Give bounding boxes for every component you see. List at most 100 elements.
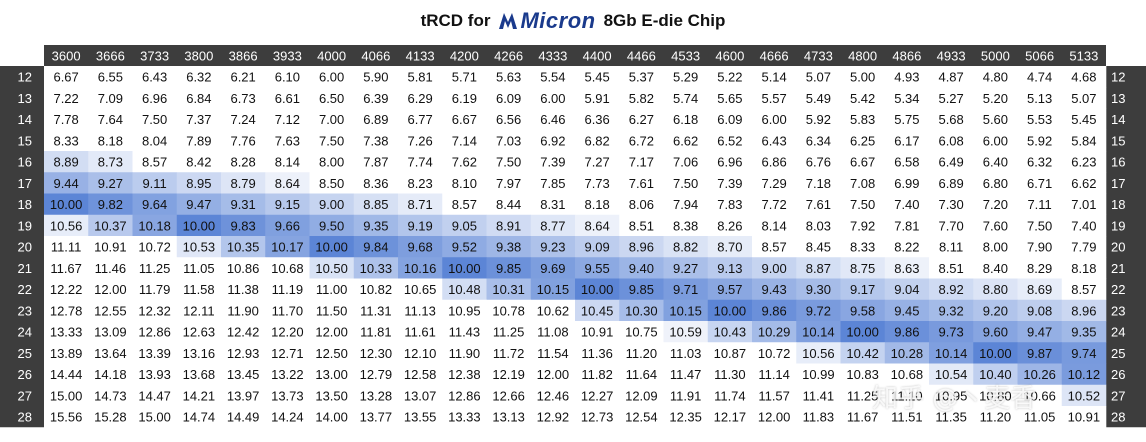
y-tick-label-right: 13 [1111, 91, 1125, 106]
cell-value-label: 10.91 [581, 325, 614, 340]
cell-value-label: 4.68 [1071, 70, 1096, 85]
y-tick-label: 16 [18, 155, 32, 170]
heatmap-cell [752, 257, 797, 279]
heatmap-cell [575, 299, 620, 322]
heatmap-cell [663, 193, 709, 216]
cell-value-label: 6.96 [717, 155, 742, 170]
heatmap-cell [442, 214, 487, 237]
heatmap-cell [884, 236, 930, 258]
y-tick-label-right: 20 [1111, 240, 1125, 255]
cell-value-label: 7.87 [363, 155, 388, 170]
heatmap-cell [707, 342, 753, 364]
cell-value-label: 10.91 [94, 240, 127, 255]
heatmap-cell [486, 214, 532, 237]
heatmap-cell [973, 236, 1018, 258]
x-tick-label: 4333 [538, 49, 567, 64]
cell-value-label: 7.03 [496, 133, 521, 148]
heatmap-cell [619, 66, 664, 88]
x-tick-label: 3933 [273, 49, 302, 64]
heatmap-cell [796, 363, 841, 386]
cell-value-label: 6.99 [894, 176, 919, 191]
cell-value-label: 12.55 [94, 303, 127, 318]
heatmap-cell [752, 129, 797, 152]
cell-value-label: 8.44 [496, 197, 521, 212]
cell-value-label: 9.32 [938, 303, 963, 318]
heatmap-cell [88, 257, 133, 279]
y-tick-label: 23 [18, 303, 32, 318]
cell-value-label: 10.14 [802, 325, 835, 340]
cell-value-label: 8.42 [186, 155, 211, 170]
heatmap-cell [884, 66, 930, 88]
cell-value-label: 10.37 [94, 218, 127, 233]
cell-value-label: 8.64 [584, 218, 609, 233]
heatmap-cell [619, 129, 664, 152]
heatmap-cell [929, 193, 974, 216]
heatmap-cell [132, 278, 178, 301]
heatmap-cell [221, 151, 266, 173]
heatmap-cell [840, 257, 886, 279]
cell-value-label: 12.30 [360, 346, 393, 361]
cell-value-label: 6.00 [761, 112, 786, 127]
cell-value-label: 10.00 [183, 218, 216, 233]
heatmap-cell [929, 66, 974, 88]
cell-value-label: 7.14 [452, 133, 477, 148]
heatmap-cell [663, 236, 709, 258]
heatmap-cell [44, 129, 89, 152]
x-tick-label: 3666 [96, 49, 125, 64]
heatmap-cell [398, 321, 443, 343]
y-tick-label-right: 28 [1111, 410, 1125, 425]
heatmap-cell [796, 321, 841, 343]
heatmap-cell [309, 108, 355, 131]
cell-value-label: 7.06 [673, 155, 698, 170]
cell-value-label: 6.73 [230, 91, 255, 106]
heatmap-cell [1061, 129, 1107, 152]
cell-value-label: 6.58 [894, 155, 919, 170]
heatmap-cell [929, 321, 974, 343]
cell-value-label: 5.75 [894, 112, 919, 127]
cell-value-label: 6.62 [673, 133, 698, 148]
heatmap-cell [884, 384, 930, 407]
heatmap-cell [796, 172, 841, 194]
heatmap-cell [265, 342, 310, 364]
cell-value-label: 12.32 [138, 303, 171, 318]
cell-value-label: 6.71 [1027, 176, 1052, 191]
heatmap-cell [752, 172, 797, 194]
heatmap-cell [44, 151, 89, 173]
heatmap-cell [309, 214, 355, 237]
cell-value-label: 6.34 [806, 133, 831, 148]
heatmap-cell [88, 384, 133, 407]
heatmap-cell [530, 363, 576, 386]
y-tick-label: 12 [18, 70, 32, 85]
heatmap-cell [796, 342, 841, 364]
heatmap-cell [221, 384, 266, 407]
cell-value-label: 12.73 [581, 410, 614, 425]
y-tick-label-right: 22 [1111, 282, 1125, 297]
heatmap-cell [486, 384, 532, 407]
cell-value-label: 13.13 [492, 410, 525, 425]
cell-value-label: 14.44 [50, 367, 83, 382]
heatmap-cell [840, 406, 886, 428]
heatmap-cell [221, 406, 266, 428]
cell-value-label: 9.20 [983, 303, 1008, 318]
cell-value-label: 8.91 [496, 218, 521, 233]
title-prefix: tRCD for [420, 11, 491, 30]
cell-value-label: 9.30 [806, 282, 831, 297]
y-tick-label: 17 [18, 176, 32, 191]
cell-value-label: 9.73 [938, 325, 963, 340]
heatmap-cell [44, 66, 89, 88]
cell-value-label: 8.40 [983, 261, 1008, 276]
heatmap-cell [796, 257, 841, 279]
cell-value-label: 13.22 [271, 367, 304, 382]
heatmap-cell [707, 406, 753, 428]
cell-value-label: 5.57 [761, 91, 786, 106]
cell-value-label: 7.73 [584, 176, 609, 191]
heatmap-cell [619, 299, 664, 322]
cell-value-label: 14.49 [227, 410, 260, 425]
cell-value-label: 8.33 [850, 240, 875, 255]
cell-value-label: 9.19 [407, 218, 432, 233]
cell-value-label: 8.31 [540, 197, 565, 212]
heatmap-cell [796, 299, 841, 322]
heatmap-cell [575, 321, 620, 343]
heatmap-cell [575, 363, 620, 386]
